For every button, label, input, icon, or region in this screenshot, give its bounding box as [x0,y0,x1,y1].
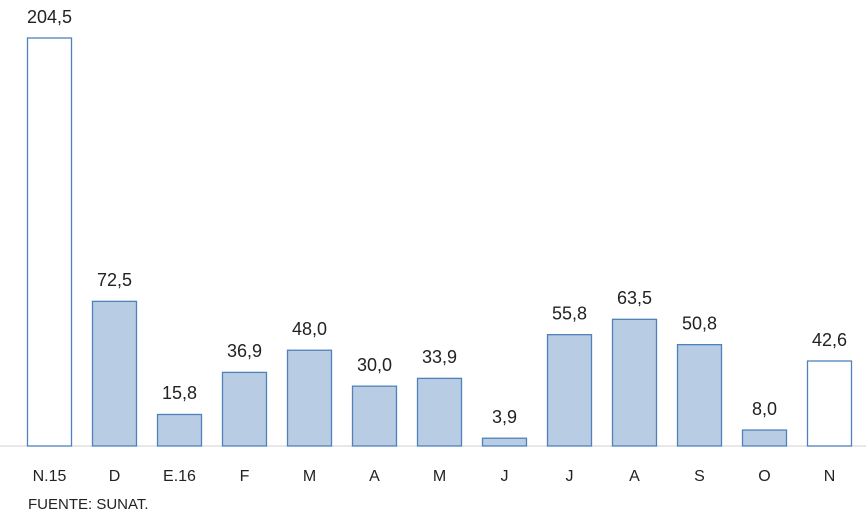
bar [26,37,73,447]
value-label: 48,0 [292,319,327,339]
bar [156,413,203,447]
x-tick-label: N.15 [33,468,67,485]
value-label: 30,0 [357,355,392,375]
x-tick-label: M [433,468,446,485]
x-tick-label: E.16 [163,468,196,485]
value-label: 36,9 [227,341,262,361]
bar [806,360,853,447]
bar [676,343,723,447]
value-label: 50,8 [682,313,717,333]
value-label: 15,8 [162,383,197,403]
x-tick-label: S [694,468,705,485]
value-label: 33,9 [422,347,457,367]
x-tick-label: O [758,468,770,485]
value-label: 8,0 [752,399,777,419]
value-label: 204,5 [27,7,72,27]
bar [221,371,268,447]
value-label: 63,5 [617,288,652,308]
bar [546,334,593,447]
bar [416,377,463,447]
bar [741,429,788,447]
bar [481,437,528,447]
value-label: 55,8 [552,303,587,323]
x-tick-label: N [824,468,836,485]
value-label: 72,5 [97,270,132,290]
x-tick-label: D [109,468,121,485]
x-tick-label: A [629,468,640,485]
bar [286,349,333,447]
x-tick-label: J [566,468,574,485]
bar [611,318,658,447]
bar [91,300,138,447]
value-label: 3,9 [492,407,517,427]
x-tick-label: J [501,468,509,485]
source-note: FUENTE: SUNAT. [28,496,149,513]
value-label: 42,6 [812,330,847,350]
bar [351,385,398,447]
x-tick-label: F [240,468,250,485]
x-tick-label: A [369,468,380,485]
x-tick-label: M [303,468,316,485]
